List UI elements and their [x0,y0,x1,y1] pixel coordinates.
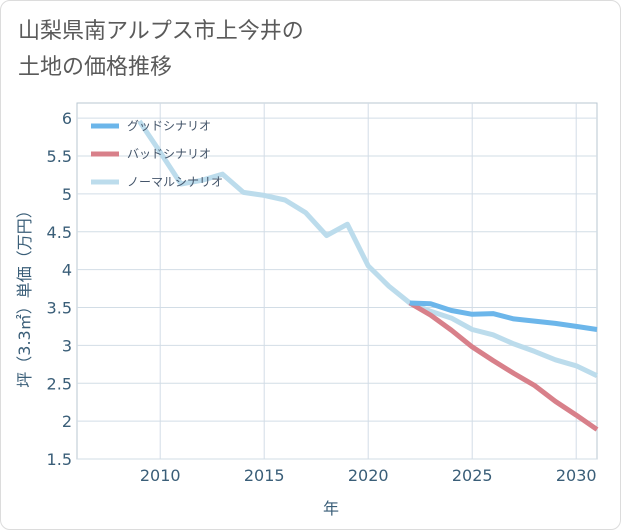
legend-label: バッドシナリオ [127,147,211,161]
x-axis-ticks: 2010 2015 2020 2025 2030 [140,466,597,485]
x-tick-label: 2015 [244,466,285,485]
y-tick-label: 4 [62,261,72,280]
x-tick-label: 2030 [556,466,597,485]
y-tick-label: 6 [62,109,72,128]
y-tick-label: 5.5 [47,147,72,166]
plot-area [76,102,598,460]
x-tick-label: 2010 [140,466,181,485]
y-tick-label: 2.5 [47,374,72,393]
legend-label: ノーマルシナリオ [127,175,223,189]
y-axis-ticks: 1.5 2 2.5 3 3.5 4 4.5 5 5.5 6 [47,109,72,469]
series-line-1 [408,300,599,432]
y-tick-label: 3 [62,336,72,355]
x-tick-label: 2025 [452,466,493,485]
y-tick-label: 3.5 [47,299,72,318]
y-tick-label: 2 [62,412,72,431]
y-tick-label: 4.5 [47,223,72,242]
chart-title-line-1: 山梨県南アルプス市上今井の [18,19,304,44]
y-axis-title: 坪（3.3㎡）単価（万円） [15,202,34,387]
y-tick-label: 1.5 [47,450,72,469]
series-line-0 [409,300,598,332]
legend-label: グッドシナリオ [127,119,211,133]
x-tick-label: 2020 [348,466,389,485]
series-lines [137,119,599,432]
series-line-2 [137,119,599,378]
chart-title: 山梨県南アルプス市上今井の 土地の価格推移 [18,14,304,86]
chart-title-line-2: 土地の価格推移 [18,55,173,80]
y-tick-label: 5 [62,185,72,204]
x-axis-title: 年 [323,499,339,518]
